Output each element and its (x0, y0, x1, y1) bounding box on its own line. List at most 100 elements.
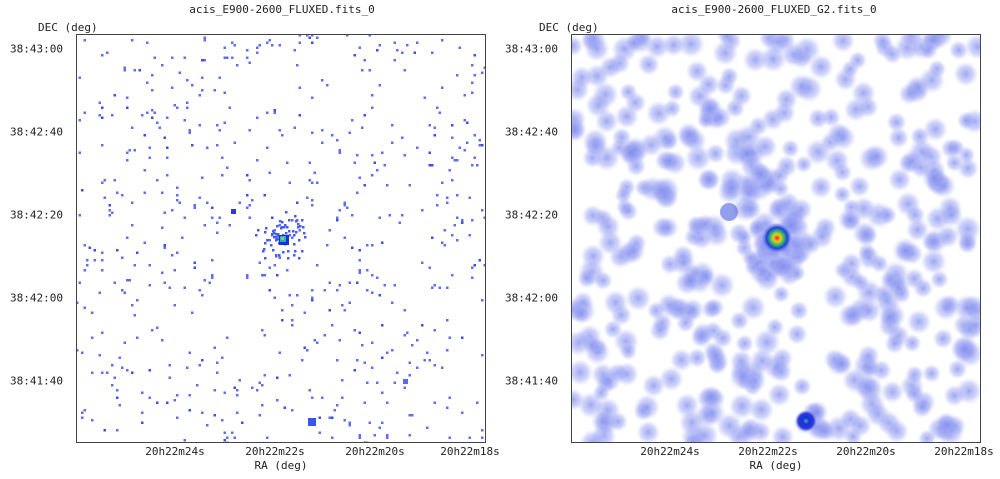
count-pixel (116, 396, 119, 399)
smoothed-blob (929, 269, 949, 289)
smoothed-blob (669, 348, 694, 372)
count-pixel (146, 81, 149, 84)
count-pixel (218, 76, 221, 79)
count-pixel (481, 436, 484, 439)
count-pixel (381, 324, 384, 327)
count-pixel (306, 349, 309, 352)
count-pixel (291, 324, 294, 327)
plot-frame (571, 34, 981, 443)
count-pixel (203, 59, 206, 62)
count-pixel (358, 271, 361, 274)
smoothed-blob (918, 66, 946, 94)
count-pixel (188, 129, 191, 132)
count-pixel (193, 206, 196, 209)
count-pixel (279, 220, 282, 223)
count-pixel (436, 204, 439, 207)
count-pixel (331, 436, 334, 439)
count-pixel (456, 159, 459, 162)
smoothed-blob (905, 217, 930, 242)
count-pixel (186, 366, 189, 369)
smoothed-blob (602, 289, 629, 316)
count-pixel (431, 164, 434, 167)
count-pixel (201, 76, 204, 79)
count-pixel (386, 351, 389, 354)
count-pixel (138, 69, 141, 72)
count-pixel (256, 51, 259, 54)
smoothed-blob (886, 275, 911, 300)
count-pixel (166, 156, 169, 159)
count-pixel (343, 419, 346, 422)
count-pixel (391, 141, 394, 144)
count-pixel (211, 274, 214, 277)
smoothed-blob (772, 284, 791, 304)
count-pixel (381, 421, 384, 424)
count-pixel (373, 434, 376, 437)
count-pixel (226, 436, 229, 439)
count-pixel (371, 94, 374, 97)
smoothed-blob (704, 297, 725, 318)
count-pixel (226, 336, 229, 339)
count-pixel (273, 229, 276, 232)
count-pixel (98, 114, 101, 117)
count-pixel (176, 251, 179, 254)
count-pixel (201, 89, 204, 92)
count-pixel (276, 376, 279, 379)
count-pixel (118, 356, 121, 359)
count-pixel (171, 254, 174, 257)
count-pixel (258, 414, 261, 417)
count-pixel (168, 376, 171, 379)
count-pixel (156, 121, 159, 124)
count-pixel (461, 221, 464, 224)
count-pixel (408, 374, 411, 377)
count-pixel (223, 91, 226, 94)
count-pixel (281, 221, 284, 224)
count-pixel (121, 366, 124, 369)
count-pixel (363, 59, 366, 62)
count-pixel (183, 216, 186, 219)
smoothed-blob (877, 305, 901, 329)
smoothed-image[interactable] (571, 34, 981, 443)
count-pixel (151, 74, 154, 77)
count-pixel (393, 381, 396, 384)
smoothed-blob (884, 333, 906, 355)
count-pixel (443, 244, 446, 247)
count-pixel (371, 154, 374, 157)
count-pixel (321, 129, 324, 132)
count-pixel (128, 149, 131, 152)
count-pixel (326, 244, 329, 247)
count-pixel (308, 179, 311, 182)
count-pixel (408, 414, 411, 417)
count-pixel (356, 359, 359, 362)
count-pixel (353, 54, 356, 57)
count-pixel (461, 219, 464, 222)
count-pixel (226, 56, 229, 59)
count-pixel (83, 244, 86, 247)
count-pixel (295, 220, 298, 223)
count-pixel (246, 49, 249, 52)
count-pixel (361, 69, 364, 72)
count-pixel (408, 184, 411, 187)
count-pixel (338, 151, 341, 154)
smoothed-blob (953, 61, 979, 87)
count-pixel (173, 269, 176, 272)
count-pixel (433, 284, 436, 287)
count-pixel (271, 44, 274, 47)
count-pixel (131, 304, 134, 307)
raw-counts-image[interactable] (76, 34, 486, 443)
count-pixel (273, 264, 276, 267)
count-pixel (171, 209, 174, 212)
count-pixel (403, 386, 406, 389)
count-pixel (266, 239, 269, 242)
count-pixel (231, 56, 234, 59)
smoothed-blob (780, 41, 807, 68)
count-pixel (276, 274, 279, 277)
smoothed-blob (770, 425, 795, 443)
count-pixel (431, 286, 434, 289)
count-pixel (216, 361, 219, 364)
count-pixel (211, 206, 214, 209)
count-pixel (248, 179, 251, 182)
smoothed-blob (891, 237, 919, 265)
smoothed-blob (712, 39, 739, 67)
smoothed-blob (749, 347, 776, 374)
count-pixel (221, 174, 224, 177)
